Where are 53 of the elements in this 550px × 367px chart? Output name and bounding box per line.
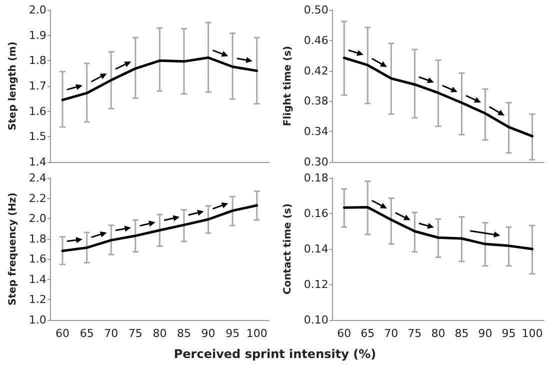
x-tick-label: 90 [201,327,216,340]
x-tick-label: 100 [522,327,543,340]
y-tick-label: 1.4 [28,156,46,168]
line-series [61,204,258,252]
y-tick-label: 1.8 [28,232,46,246]
x-tick-label: 85 [454,327,469,340]
y-tick-label: 0.30 [304,156,328,168]
y-tick-label: 0.46 [304,34,328,47]
y-tick-label: 1.9 [28,28,46,42]
x-axis-title: Perceived sprint intensity (%) [172,347,378,361]
y-tick-label: 0.10 [304,314,328,326]
y-axis-title: Flight time (s) [282,46,294,126]
y-tick-label: 2.2 [28,192,46,205]
y-tick-label: 0.50 [304,4,328,16]
x-tick-label: 75 [128,327,142,340]
x-tick-label: 85 [176,327,191,340]
y-tick-label: 1.7 [28,80,46,92]
y-tick-label: 1.5 [28,130,46,144]
y-axis-title: Contact time (s) [282,203,294,295]
y-tick-label: 0.16 [304,207,328,220]
x-tick-label: 70 [104,327,118,340]
x-tick-label: 80 [152,327,167,340]
x-tick-label: 95 [226,327,240,340]
y-tick-label: 1.4 [28,272,46,286]
y-axis-title: Step frequency (Hz) [8,192,18,306]
x-tick-label: 70 [384,327,398,340]
x-tick-label: 60 [56,327,70,340]
y-tick-label: 1.6 [28,104,46,118]
x-tick-label: 75 [408,327,422,340]
x-tick-label: 65 [80,327,94,340]
y-tick-label: 0.42 [304,64,328,78]
line-series [342,56,534,138]
x-tick-label: 65 [360,327,375,340]
y-tick-label: 0.34 [304,125,328,138]
y-tick-label: 2.0 [28,212,46,226]
x-tick-label: 60 [337,327,352,340]
y-tick-label: 0.18 [304,172,328,184]
y-tick-label: 1.2 [28,293,46,306]
y-tick-label: 0.14 [304,242,328,256]
y-tick-label: 0.12 [304,278,328,291]
y-tick-label: 1.6 [28,252,46,266]
x-tick-label: 90 [478,327,492,340]
x-tick-label: 95 [502,327,516,340]
line-series [342,206,534,250]
y-tick-label: 2.0 [28,4,46,16]
y-tick-label: 1.0 [28,314,46,326]
y-axis-title: Step length (m) [8,42,18,130]
y-tick-label: 1.8 [28,54,46,68]
x-tick-label: 100 [246,327,268,340]
line-series [61,56,258,102]
y-tick-label: 0.38 [304,94,328,108]
y-tick-label: 2.4 [28,172,46,184]
x-tick-label: 80 [431,327,446,340]
